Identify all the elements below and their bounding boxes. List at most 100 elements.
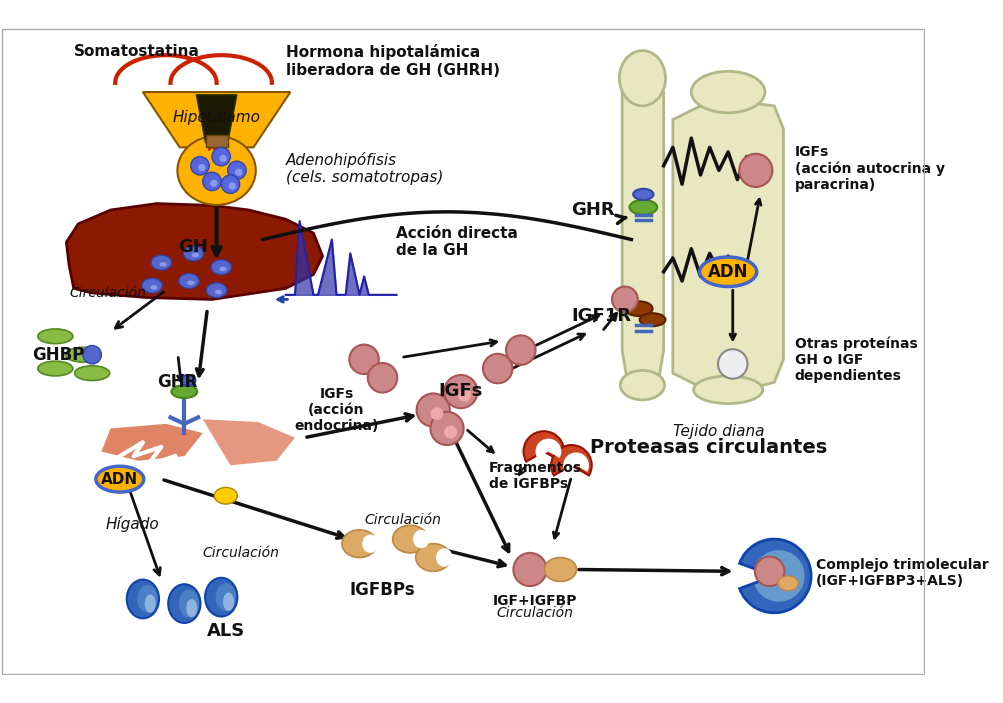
Text: Fragmentos
de IGFBPs: Fragmentos de IGFBPs bbox=[488, 460, 581, 491]
Circle shape bbox=[754, 557, 783, 586]
Ellipse shape bbox=[184, 246, 204, 261]
Ellipse shape bbox=[392, 525, 427, 553]
Ellipse shape bbox=[126, 579, 158, 619]
Circle shape bbox=[221, 175, 240, 193]
Circle shape bbox=[219, 155, 227, 162]
Text: GHBP: GHBP bbox=[32, 346, 84, 363]
Ellipse shape bbox=[693, 376, 762, 404]
Ellipse shape bbox=[619, 51, 665, 106]
Text: ADN: ADN bbox=[101, 472, 138, 486]
Ellipse shape bbox=[38, 361, 73, 376]
Text: Adenohipófisis
(cels. somatotropas): Adenohipófisis (cels. somatotropas) bbox=[286, 152, 442, 186]
Circle shape bbox=[228, 161, 246, 179]
Ellipse shape bbox=[137, 585, 157, 613]
Circle shape bbox=[198, 164, 206, 172]
Text: Hígado: Hígado bbox=[106, 516, 159, 532]
Circle shape bbox=[83, 345, 101, 364]
Ellipse shape bbox=[65, 347, 100, 362]
Ellipse shape bbox=[141, 278, 162, 293]
Text: GH: GH bbox=[179, 238, 209, 256]
Ellipse shape bbox=[629, 200, 657, 214]
Text: Complejo trimolecular
(IGF+IGFBP3+ALS): Complejo trimolecular (IGF+IGFBP3+ALS) bbox=[814, 557, 988, 588]
Circle shape bbox=[443, 375, 477, 408]
Text: IGFs
(acción autocrina y
paracrina): IGFs (acción autocrina y paracrina) bbox=[793, 146, 944, 193]
Circle shape bbox=[506, 335, 535, 365]
Ellipse shape bbox=[544, 557, 576, 581]
Circle shape bbox=[229, 182, 236, 190]
Ellipse shape bbox=[179, 590, 199, 617]
Ellipse shape bbox=[214, 487, 237, 504]
Ellipse shape bbox=[620, 370, 664, 400]
Text: IGFs: IGFs bbox=[438, 382, 482, 401]
Circle shape bbox=[191, 157, 209, 175]
Ellipse shape bbox=[691, 71, 764, 112]
Ellipse shape bbox=[159, 262, 166, 266]
Ellipse shape bbox=[412, 530, 429, 548]
Text: IGFs
(acción
endocrina): IGFs (acción endocrina) bbox=[294, 387, 378, 433]
Ellipse shape bbox=[211, 260, 231, 275]
Polygon shape bbox=[672, 101, 782, 392]
Polygon shape bbox=[101, 424, 203, 460]
Text: ALS: ALS bbox=[208, 622, 246, 640]
Circle shape bbox=[203, 172, 221, 191]
Polygon shape bbox=[203, 419, 295, 465]
Text: IGFBPs: IGFBPs bbox=[349, 581, 415, 598]
Circle shape bbox=[210, 179, 218, 187]
Text: Circulación: Circulación bbox=[364, 513, 440, 527]
Ellipse shape bbox=[362, 534, 378, 553]
Text: Circulación: Circulación bbox=[69, 285, 145, 299]
Circle shape bbox=[349, 344, 378, 374]
Ellipse shape bbox=[223, 593, 234, 611]
Ellipse shape bbox=[624, 302, 652, 316]
Ellipse shape bbox=[95, 466, 143, 492]
Polygon shape bbox=[206, 136, 228, 148]
Ellipse shape bbox=[151, 255, 172, 270]
Text: Circulación: Circulación bbox=[495, 607, 573, 620]
Circle shape bbox=[513, 553, 546, 586]
Wedge shape bbox=[754, 550, 803, 602]
Polygon shape bbox=[622, 74, 663, 387]
Text: Hormona hipotalámica
liberadora de GH (GHRH): Hormona hipotalámica liberadora de GH (G… bbox=[286, 44, 499, 77]
Ellipse shape bbox=[172, 385, 197, 398]
Text: Acción directa
de la GH: Acción directa de la GH bbox=[396, 226, 518, 258]
Circle shape bbox=[430, 412, 463, 445]
Ellipse shape bbox=[342, 530, 376, 557]
Text: IGF1R: IGF1R bbox=[571, 307, 631, 325]
Circle shape bbox=[235, 169, 242, 176]
Wedge shape bbox=[563, 453, 589, 472]
Ellipse shape bbox=[181, 375, 196, 386]
Ellipse shape bbox=[38, 329, 73, 344]
Text: ADN: ADN bbox=[707, 263, 747, 280]
Ellipse shape bbox=[74, 366, 109, 380]
Circle shape bbox=[482, 354, 512, 383]
Ellipse shape bbox=[144, 594, 155, 613]
Ellipse shape bbox=[219, 266, 227, 271]
Text: Somatostatina: Somatostatina bbox=[73, 44, 200, 59]
Circle shape bbox=[738, 154, 771, 187]
Text: IGF+IGFBP: IGF+IGFBP bbox=[491, 594, 577, 608]
Ellipse shape bbox=[169, 584, 201, 623]
Wedge shape bbox=[551, 445, 591, 475]
Ellipse shape bbox=[639, 314, 665, 326]
Ellipse shape bbox=[179, 273, 199, 288]
Circle shape bbox=[612, 287, 637, 312]
Polygon shape bbox=[66, 204, 322, 299]
Wedge shape bbox=[535, 439, 561, 458]
Circle shape bbox=[416, 394, 449, 427]
Ellipse shape bbox=[192, 253, 199, 257]
Ellipse shape bbox=[415, 543, 450, 572]
Text: Proteasas circulantes: Proteasas circulantes bbox=[590, 438, 826, 457]
Ellipse shape bbox=[699, 257, 756, 287]
Wedge shape bbox=[523, 431, 564, 462]
Circle shape bbox=[367, 363, 397, 392]
Polygon shape bbox=[142, 92, 290, 148]
Circle shape bbox=[212, 148, 231, 166]
Ellipse shape bbox=[187, 280, 195, 285]
Ellipse shape bbox=[178, 136, 256, 205]
Ellipse shape bbox=[777, 576, 797, 591]
Ellipse shape bbox=[215, 290, 222, 295]
Polygon shape bbox=[197, 95, 237, 143]
Circle shape bbox=[430, 407, 443, 420]
Circle shape bbox=[717, 349, 747, 379]
Text: Tejido diana: Tejido diana bbox=[672, 424, 764, 439]
